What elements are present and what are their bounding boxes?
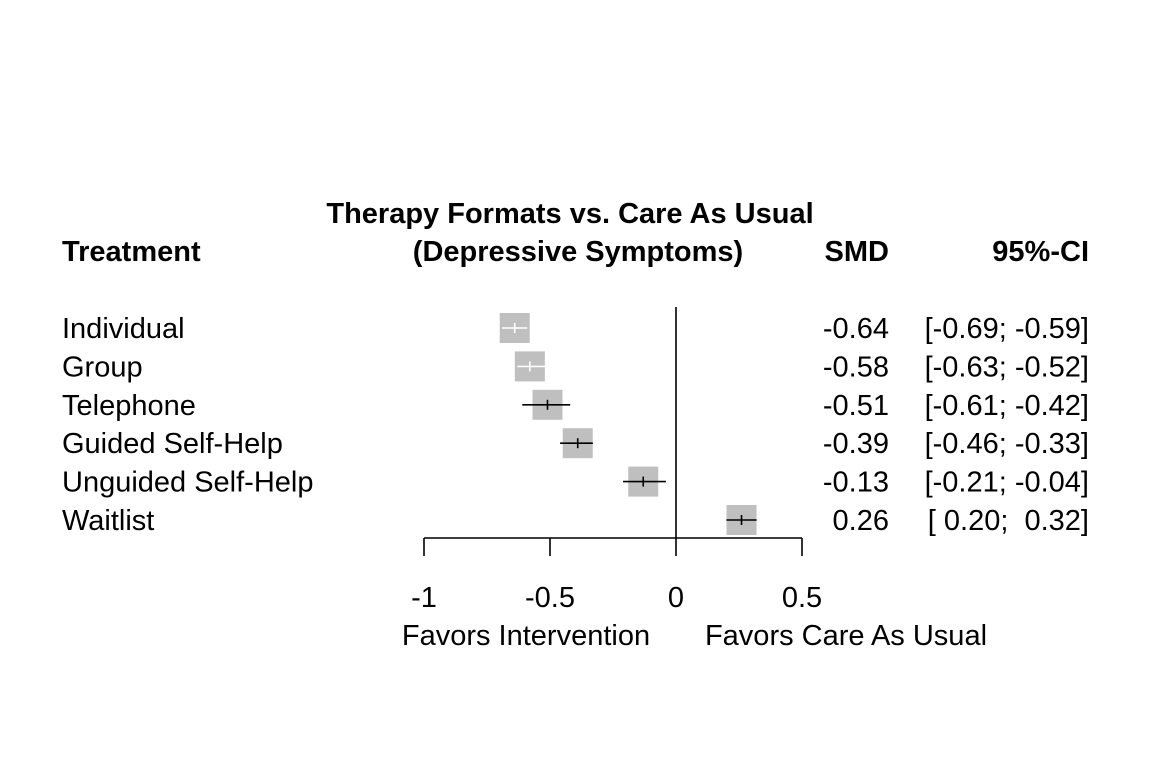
smd-value: 0.26 — [833, 505, 889, 537]
row-unguided-self-help: Unguided Self-Help -0.13 [-0.21; -0.04] — [62, 466, 1089, 499]
rows-group: Individual -0.64 [-0.69; -0.59] Group -0.58 [… — [62, 313, 1089, 537]
smd-value: -0.39 — [823, 428, 889, 460]
row-label: Group — [62, 351, 143, 383]
ci-value: [-0.46; -0.33] — [925, 428, 1089, 460]
x-tick-label: 0.5 — [782, 582, 822, 614]
row-label: Telephone — [62, 390, 196, 422]
x-tick-label: 0 — [668, 582, 684, 614]
ci-value: [-0.69; -0.59] — [925, 313, 1089, 345]
smd-value: -0.51 — [823, 390, 889, 422]
ci-value: [-0.61; -0.42] — [925, 390, 1089, 422]
smd-value: -0.13 — [823, 467, 889, 499]
row-guided-self-help: Guided Self-Help -0.39 [-0.46; -0.33] — [62, 428, 1089, 460]
ci-value: [ 0.20; 0.32] — [928, 505, 1089, 537]
row-waitlist: Waitlist 0.26 [ 0.20; 0.32] — [62, 505, 1089, 537]
row-label: Individual — [62, 313, 185, 345]
row-group: Group -0.58 [-0.63; -0.52] — [62, 351, 1089, 383]
header-treatment: Treatment — [62, 236, 201, 268]
row-individual: Individual -0.64 [-0.69; -0.59] — [62, 313, 1089, 345]
header-ci: 95%-CI — [992, 236, 1089, 268]
x-tick-label: -1 — [411, 582, 437, 614]
x-axis: -1 -0.5 0 0.5 — [411, 537, 822, 614]
label-favors-care-as-usual: Favors Care As Usual — [705, 620, 987, 652]
x-tick-label: -0.5 — [525, 582, 575, 614]
ci-value: [-0.63; -0.52] — [925, 351, 1089, 383]
chart-title-line1: Therapy Formats vs. Care As Usual — [326, 198, 813, 230]
row-telephone: Telephone -0.51 [-0.61; -0.42] — [62, 389, 1089, 422]
chart-title-line2: (Depressive Symptoms) — [413, 236, 743, 268]
row-label: Guided Self-Help — [62, 428, 283, 460]
ci-value: [-0.21; -0.04] — [925, 467, 1089, 499]
smd-value: -0.64 — [823, 313, 889, 345]
label-favors-intervention: Favors Intervention — [402, 620, 650, 652]
header-smd: SMD — [825, 236, 889, 268]
row-label: Unguided Self-Help — [62, 467, 313, 499]
smd-value: -0.58 — [823, 351, 889, 383]
row-label: Waitlist — [62, 505, 154, 537]
